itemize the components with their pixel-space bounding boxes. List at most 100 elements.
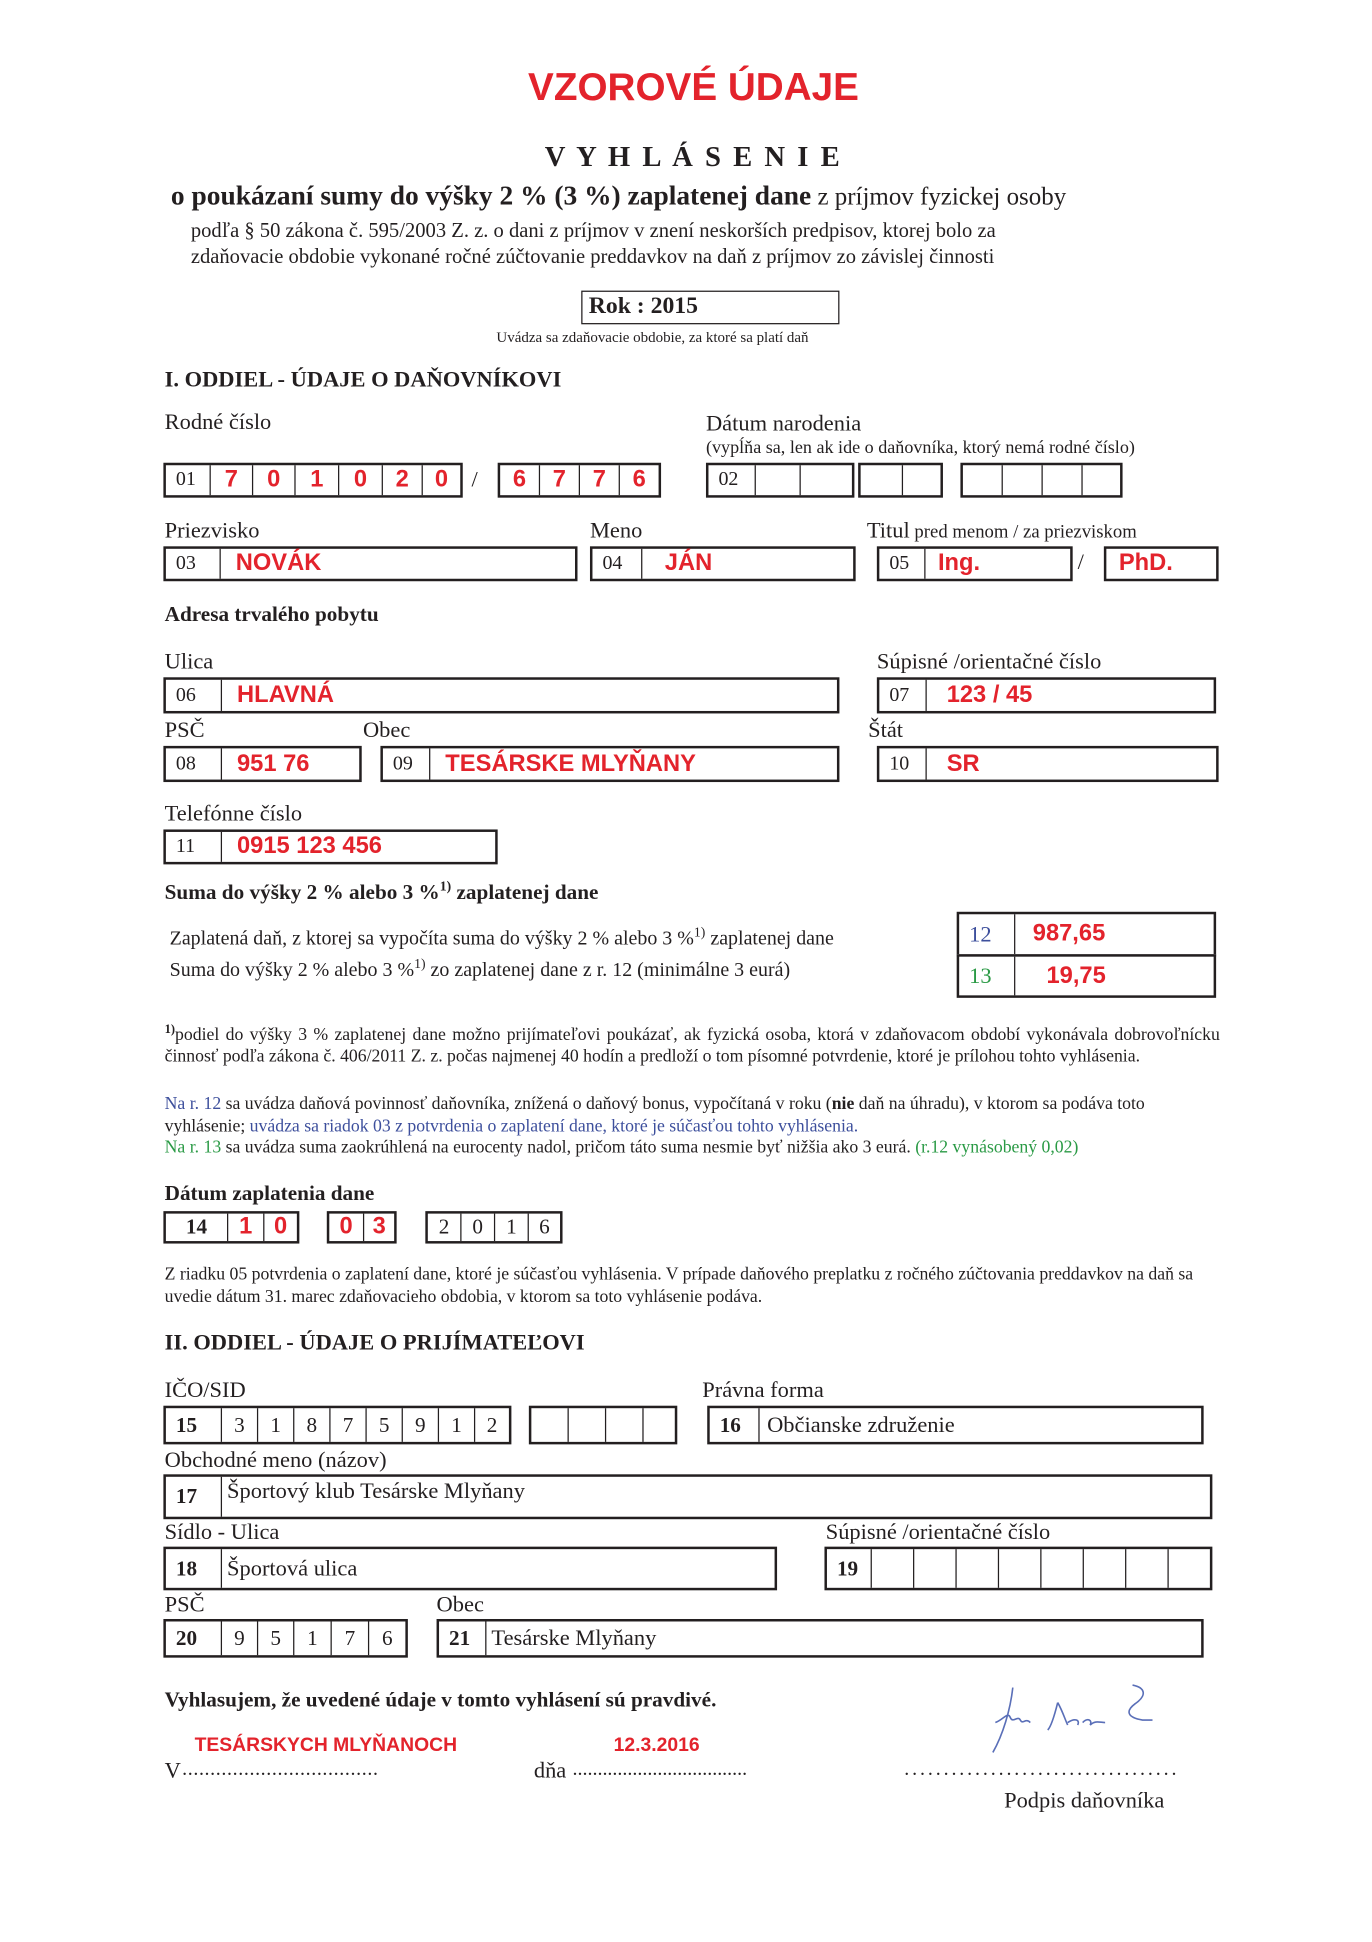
field-number: 21	[439, 1621, 487, 1656]
note-r13-ref: Na r. 13	[164, 1137, 222, 1158]
digit-cell	[914, 1549, 957, 1588]
suma-heading: Suma do výšky 2 % alebo 3 %1) zaplatenej…	[165, 879, 599, 905]
digit-cell	[531, 1408, 569, 1442]
field-06-ulica[interactable]: 06 HLAVNÁ	[163, 677, 840, 714]
signature-label: Podpis daňovníka	[1004, 1787, 1165, 1813]
place-value[interactable]: TESÁRSKYCH MLYŇANOCH	[194, 1734, 458, 1757]
digit-cell: 7	[211, 465, 254, 496]
obec-label-2: Obec	[436, 1591, 484, 1617]
field-number: 05	[879, 548, 926, 579]
digit-cell: 5	[258, 1621, 295, 1656]
field-value: 123 / 45	[946, 681, 1033, 708]
field-21-obec[interactable]: 21 Tesárske Mlyňany	[436, 1618, 1204, 1658]
year-box[interactable]: Rok : 2015	[581, 290, 840, 325]
field-18-sidlo-ulica[interactable]: 18 Športová ulica	[163, 1546, 778, 1591]
field-11-telefon[interactable]: 11 0915 123 456	[163, 829, 498, 865]
field-number: 15	[166, 1408, 223, 1442]
field-02-month[interactable]	[858, 462, 943, 498]
date-value[interactable]: 12.3.2016	[613, 1734, 700, 1757]
note-r13: Na r. 13 sa uvádza suma zaokrúhlená na e…	[165, 1138, 1288, 1160]
form-title: V Y H L Á S E N I E	[544, 140, 843, 173]
field-09-obec[interactable]: 09 TESÁRSKE MLYŇANY	[380, 745, 840, 783]
field-value: NOVÁK	[235, 550, 322, 577]
field-01-rodne-cislo[interactable]: 01 7 0 1 0 2 0	[163, 462, 463, 498]
field-13-suma[interactable]: 13 19,75	[956, 954, 1217, 998]
field-12-zaplatena-dan[interactable]: 12 987,65	[956, 911, 1217, 957]
digit-cell: 2	[486, 1412, 498, 1437]
place-dots: ...................................	[182, 1758, 379, 1780]
field-number: 03	[166, 548, 221, 579]
r13-text: Suma do výšky 2 % alebo 3 %	[169, 959, 415, 981]
v-label: V	[164, 1757, 181, 1783]
r13-text-end: zo zaplatenej dane z r. 12 (minimálne 3 …	[425, 959, 791, 981]
field-value: Športová ulica	[227, 1555, 358, 1581]
digit-cell: 6	[500, 465, 541, 496]
field-07-supisne[interactable]: 07 123 / 45	[876, 677, 1217, 714]
obec-label: Obec	[362, 717, 411, 743]
field-04-meno[interactable]: 04 JÁN	[589, 546, 856, 582]
digit-cell: 6	[632, 466, 646, 493]
field-number: 13	[959, 956, 1016, 996]
digit-cell: 9	[403, 1408, 440, 1442]
footnote-ref: 1)	[693, 925, 706, 941]
field-15-sid-extra[interactable]	[528, 1405, 678, 1445]
slash: /	[1077, 548, 1084, 574]
note-r13-text: sa uvádza suma zaokrúhlená na eurocenty …	[221, 1137, 916, 1158]
field-number: 01	[166, 465, 211, 496]
address-heading: Adresa trvalého pobytu	[164, 602, 379, 627]
digit-cell: 0	[329, 1213, 365, 1242]
field-05-titul-pred[interactable]: 05 Ing.	[876, 546, 1073, 582]
field-value: 951 76	[236, 750, 310, 777]
field-number: 19	[827, 1549, 872, 1588]
digit-cell	[801, 465, 852, 495]
field-20-psc[interactable]: 20 9 5 1 7 6	[163, 1618, 408, 1658]
field-number: 16	[710, 1408, 760, 1442]
datum-narodenia-label: Dátum narodenia	[705, 410, 862, 436]
digit-cell: 2	[383, 465, 423, 496]
field-02-year[interactable]	[960, 462, 1123, 498]
field-16-pravna-forma[interactable]: 16 Občianske združenie	[707, 1405, 1204, 1445]
field-02-day[interactable]: 02	[705, 462, 855, 498]
slash: /	[471, 466, 478, 492]
field-03-priezvisko[interactable]: 03 NOVÁK	[163, 546, 578, 582]
supisne-label-2: Súpisné /orientačné číslo	[825, 1519, 1051, 1545]
pravna-forma-label: Právna forma	[702, 1377, 824, 1402]
declaration-text: Vyhlasujem, že uvedené údaje v tomto vyh…	[164, 1687, 717, 1712]
r12-label: Zaplatená daň, z ktorej sa vypočíta suma…	[170, 925, 834, 950]
field-14-day[interactable]: 14 1 0	[163, 1211, 300, 1244]
form-subtitle: o poukázaní sumy do výšky 2 % (3 %) zapl…	[171, 180, 1066, 212]
note-r12-ref: Na r. 12	[164, 1093, 222, 1114]
digit-cell: 7	[540, 465, 580, 496]
field-number: 06	[166, 679, 223, 711]
field-05-titul-za[interactable]: PhD.	[1103, 546, 1219, 582]
digit-cell	[903, 465, 940, 495]
field-08-psc[interactable]: 08 951 76	[163, 745, 362, 783]
digit-cell: 1	[495, 1213, 529, 1242]
footnote-body: podiel do výšky 3 % zaplatenej dane možn…	[164, 1024, 1220, 1067]
field-value: JÁN	[664, 550, 713, 577]
digit-cell	[1084, 1549, 1127, 1588]
field-number: 12	[959, 914, 1016, 955]
field-number: 17	[166, 1476, 223, 1517]
field-number: 04	[592, 548, 643, 579]
legal-line-1: podľa § 50 zákona č. 595/2003 Z. z. o da…	[190, 218, 996, 242]
titul-text: Titul	[866, 517, 910, 543]
footnote-ref: 1)	[414, 956, 426, 972]
digit-cell: 1	[294, 1621, 332, 1656]
datum-note: Z riadku 05 potvrdenia o zaplatení dane,…	[164, 1264, 1194, 1307]
field-value: SR	[946, 750, 980, 777]
priezvisko-label: Priezvisko	[164, 517, 260, 543]
field-01-suffix[interactable]: 6 7 7 6	[497, 462, 662, 498]
psc-label-2: PSČ	[164, 1591, 205, 1617]
datum-zaplatenia-heading: Dátum zaplatenia dane	[164, 1181, 375, 1205]
field-19-supisne[interactable]: 19	[824, 1546, 1213, 1591]
field-10-stat[interactable]: 10 SR	[876, 745, 1219, 783]
digit-cell	[963, 465, 1003, 496]
titul-label: Titul pred menom / za priezviskom	[867, 518, 1137, 544]
field-number: 11	[166, 831, 223, 862]
note-r12-text2: daň na úhradu), v ktorom sa podáva toto …	[164, 1093, 1145, 1136]
field-17-obchodne-meno[interactable]: 17 Športový klub Tesárske Mlyňany	[163, 1474, 1213, 1520]
